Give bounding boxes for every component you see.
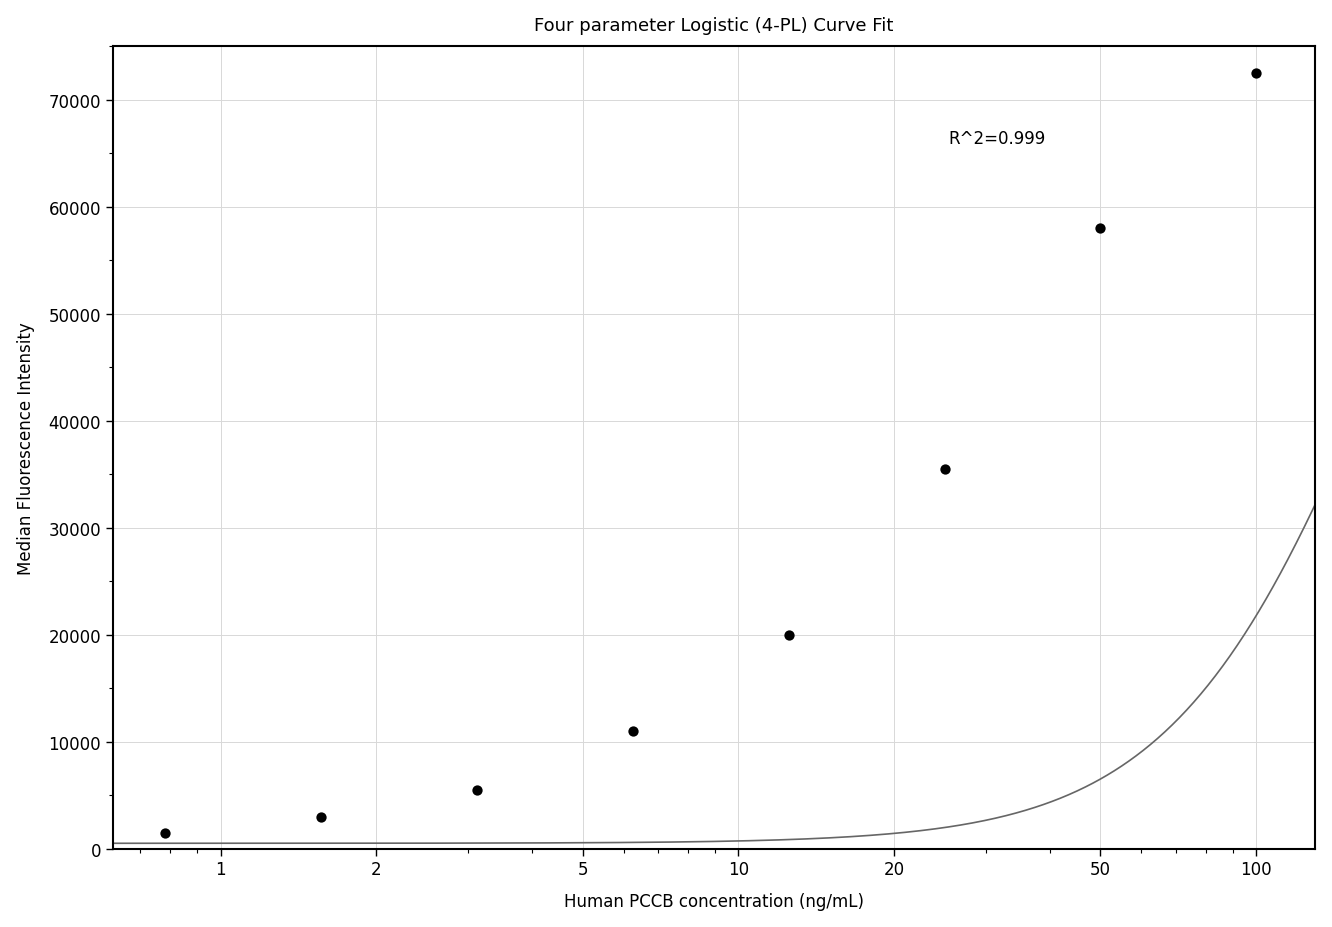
Point <box>934 462 955 476</box>
Point <box>310 809 332 824</box>
Title: Four parameter Logistic (4-PL) Curve Fit: Four parameter Logistic (4-PL) Curve Fit <box>534 17 894 34</box>
Point <box>1245 67 1267 82</box>
Point <box>466 782 488 797</box>
Text: R^2=0.999: R^2=0.999 <box>948 130 1046 147</box>
Point <box>155 825 176 840</box>
X-axis label: Human PCCB concentration (ng/mL): Human PCCB concentration (ng/mL) <box>565 893 864 910</box>
Point <box>622 724 643 739</box>
Y-axis label: Median Fluorescence Intensity: Median Fluorescence Intensity <box>17 322 35 574</box>
Point <box>1090 222 1111 236</box>
Point <box>778 628 799 642</box>
